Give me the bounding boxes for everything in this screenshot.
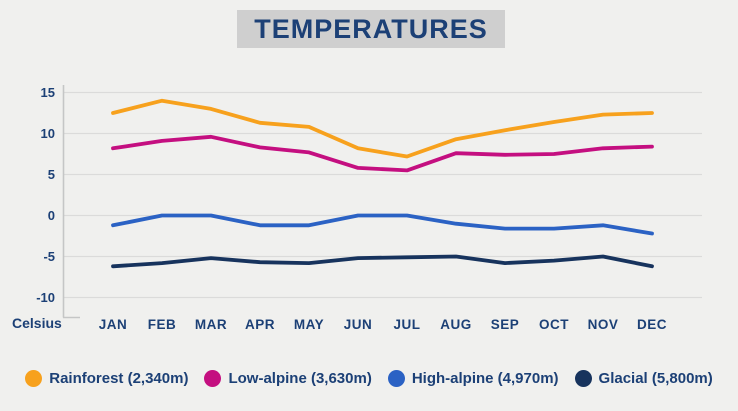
legend-item-low-alpine: Low-alpine (3,630m): [204, 369, 372, 387]
legend-item-glacial: Glacial (5,800m): [574, 369, 713, 387]
legend-item-high-alpine: High-alpine (4,970m): [387, 369, 559, 387]
page-title: TEMPERATURES: [254, 13, 488, 44]
chart-legend: Rainforest (2,340m) Low-alpine (3,630m) …: [0, 367, 738, 389]
legend-label: High-alpine (4,970m): [411, 369, 559, 387]
x-axis-tick: JAN: [98, 317, 128, 332]
y-axis-tick: 10: [40, 125, 55, 141]
x-axis-tick: JUN: [343, 317, 373, 332]
x-axis-tick: DEC: [636, 317, 668, 332]
legend-label: Rainforest (2,340m): [49, 369, 189, 387]
x-axis-tick: MAR: [194, 317, 228, 332]
x-axis-tick: SEP: [490, 317, 520, 332]
x-axis-tick: MAY: [293, 317, 325, 332]
x-axis-tick: OCT: [539, 317, 569, 332]
x-axis-tick: APR: [244, 317, 276, 332]
y-axis-unit-label: Celsius: [12, 315, 62, 331]
legend-label: Glacial (5,800m): [598, 369, 713, 387]
x-axis-tick: NOV: [587, 317, 619, 332]
low-alpine-dot-icon: [204, 369, 222, 387]
x-axis-tick: JUL: [393, 317, 421, 332]
rainforest-dot-icon: [25, 369, 43, 387]
plot-area: [62, 85, 702, 319]
glacial-dot-icon: [574, 369, 592, 387]
legend-label: Low-alpine (3,630m): [228, 369, 372, 387]
x-axis-tick: AUG: [440, 317, 472, 332]
legend-item-rainforest: Rainforest (2,340m): [25, 369, 189, 387]
page-title-box: TEMPERATURES: [237, 10, 505, 48]
high-alpine-dot-icon: [387, 369, 405, 387]
y-axis-tick: 0: [47, 207, 55, 223]
y-axis-tick: 15: [40, 84, 55, 100]
y-axis-tick: -10: [36, 289, 55, 305]
x-axis-tick: FEB: [147, 317, 177, 332]
y-axis-tick: -5: [43, 248, 55, 264]
y-axis-tick: 5: [47, 166, 55, 182]
